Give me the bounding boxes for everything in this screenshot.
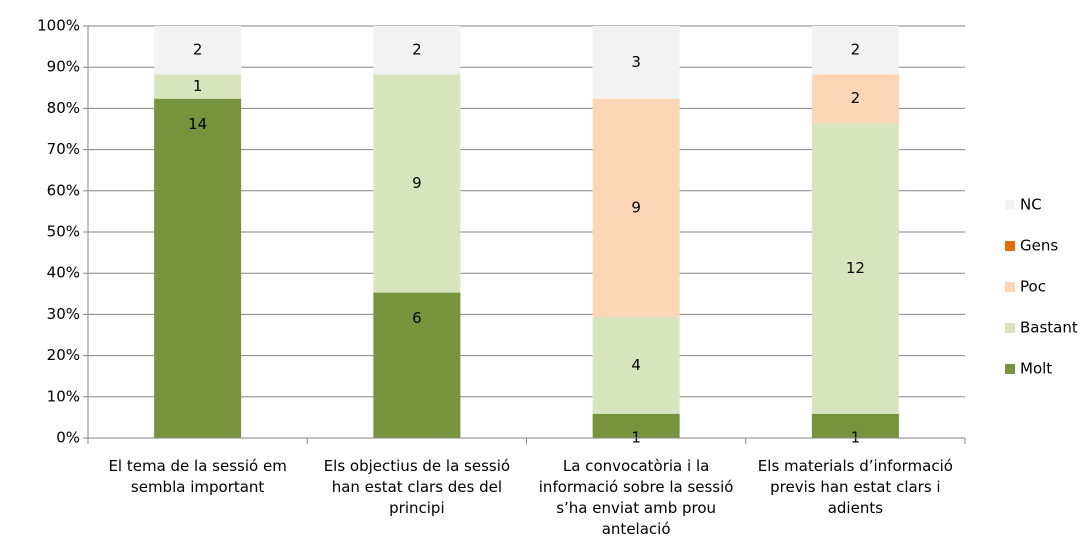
data-label: 3 xyxy=(631,53,641,71)
bar-segment xyxy=(154,98,242,439)
bar-segment xyxy=(154,74,242,99)
y-tick-label: 40% xyxy=(47,264,80,282)
legend-swatch xyxy=(1005,282,1015,292)
data-label: 2 xyxy=(193,41,203,59)
bar-segment xyxy=(373,74,461,293)
legend-label: Poc xyxy=(1020,278,1046,296)
data-label: 12 xyxy=(846,259,865,277)
data-label: 6 xyxy=(412,309,422,327)
legend-label: Molt xyxy=(1020,360,1052,378)
data-label: 2 xyxy=(412,41,422,59)
y-tick-label: 50% xyxy=(47,223,80,241)
bar-segment xyxy=(373,26,461,75)
legend-label: Bastant xyxy=(1020,319,1078,337)
bar-segment xyxy=(811,122,899,414)
bar-segment xyxy=(811,74,899,123)
data-label: 2 xyxy=(851,41,861,59)
y-tick-label: 100% xyxy=(37,17,80,35)
bar-segment xyxy=(592,316,680,414)
y-tick-label: 60% xyxy=(47,181,80,199)
bar-segment xyxy=(373,292,461,438)
legend-swatch xyxy=(1005,241,1015,251)
y-tick-label: 90% xyxy=(47,58,80,76)
data-label: 4 xyxy=(631,356,641,374)
y-tick-label: 20% xyxy=(47,346,80,364)
bar-segment xyxy=(592,98,680,317)
legend-swatch xyxy=(1005,323,1015,333)
legend-label: Gens xyxy=(1020,237,1058,255)
y-tick-label: 70% xyxy=(47,140,80,158)
y-tick-label: 0% xyxy=(56,429,80,447)
data-label: 14 xyxy=(188,115,207,133)
data-label: 1 xyxy=(193,77,203,95)
x-tick-label: La convocatòria i la informació sobre la … xyxy=(539,457,734,538)
bar-segment xyxy=(592,26,680,99)
bar-segment xyxy=(592,413,680,438)
y-tick-label: 80% xyxy=(47,99,80,117)
data-label: 2 xyxy=(851,89,861,107)
legend-swatch xyxy=(1005,364,1015,374)
data-label: 9 xyxy=(631,198,641,216)
x-tick-label: Els materials d’informació previs han est… xyxy=(758,457,953,517)
x-tick-label: Els objectius de la sessió han estat clar… xyxy=(324,457,510,517)
bar-segment xyxy=(154,26,242,75)
x-tick-label: El tema de la sessió em sembla important xyxy=(108,457,286,496)
y-tick-label: 30% xyxy=(47,305,80,323)
legend-swatch xyxy=(1005,200,1015,210)
bar-segment xyxy=(811,26,899,75)
legend-label: NC xyxy=(1020,196,1042,214)
bar-segment xyxy=(811,413,899,438)
y-tick-label: 10% xyxy=(47,387,80,405)
data-label: 9 xyxy=(412,174,422,192)
